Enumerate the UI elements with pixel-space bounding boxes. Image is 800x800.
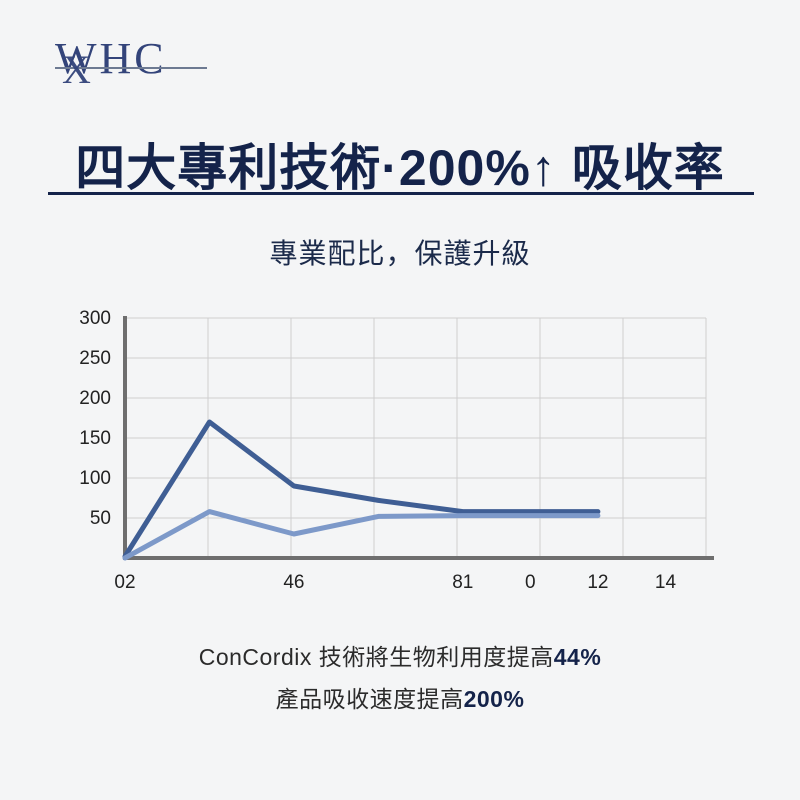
- brand-logo-rule: [55, 67, 207, 69]
- brand-logo: WHC X: [55, 28, 245, 92]
- page-subtitle: 專業配比，保護升級: [269, 238, 531, 269]
- x-axis-tick-label: 46: [283, 572, 304, 593]
- footer-notes: ConCordix 技術將生物利用度提高44% 產品吸收速度提高200%: [0, 636, 800, 720]
- footer-note-1-highlight: 44%: [553, 644, 602, 670]
- x-axis-tick-label: 0: [525, 572, 536, 593]
- brand-logo-overlay-x: X: [62, 47, 91, 92]
- page-title: 四大專利技術·200%↑ 吸收率: [75, 140, 725, 196]
- y-axis-tick-label: 150: [79, 428, 111, 449]
- footer-note-2: 產品吸收速度提高200%: [0, 678, 800, 720]
- series-line-0: [122, 419, 601, 559]
- page-title-underline: [48, 192, 754, 195]
- footer-note-1-text: ConCordix 技術將生物利用度提高: [198, 644, 554, 670]
- footer-note-1: ConCordix 技術將生物利用度提高44%: [0, 636, 800, 678]
- x-axis-tick-label: 02: [114, 572, 135, 593]
- y-axis-tick-label: 300: [79, 308, 111, 329]
- y-axis-tick-label: 50: [90, 508, 111, 529]
- absorption-line-chart: 50 100 150 200 250 300 02 46 81 0 12 14: [0, 300, 800, 600]
- x-axis-tick-label: 81: [452, 572, 473, 593]
- x-axis-tick-label: 12: [587, 572, 608, 593]
- x-axis-tick-label: 14: [655, 572, 677, 593]
- y-axis-tick-label: 200: [79, 388, 111, 409]
- y-axis-tick-label: 100: [79, 468, 111, 489]
- footer-note-2-text: 產品吸收速度提高: [275, 686, 464, 712]
- y-axis-tick-label: 250: [79, 348, 111, 369]
- footer-note-2-highlight: 200%: [463, 686, 525, 712]
- brand-logo-text: WHC: [55, 34, 167, 83]
- series-line-1: [122, 509, 601, 561]
- chart-canvas: 50 100 150 200 250 300 02 46 81 0 12 14: [79, 308, 714, 593]
